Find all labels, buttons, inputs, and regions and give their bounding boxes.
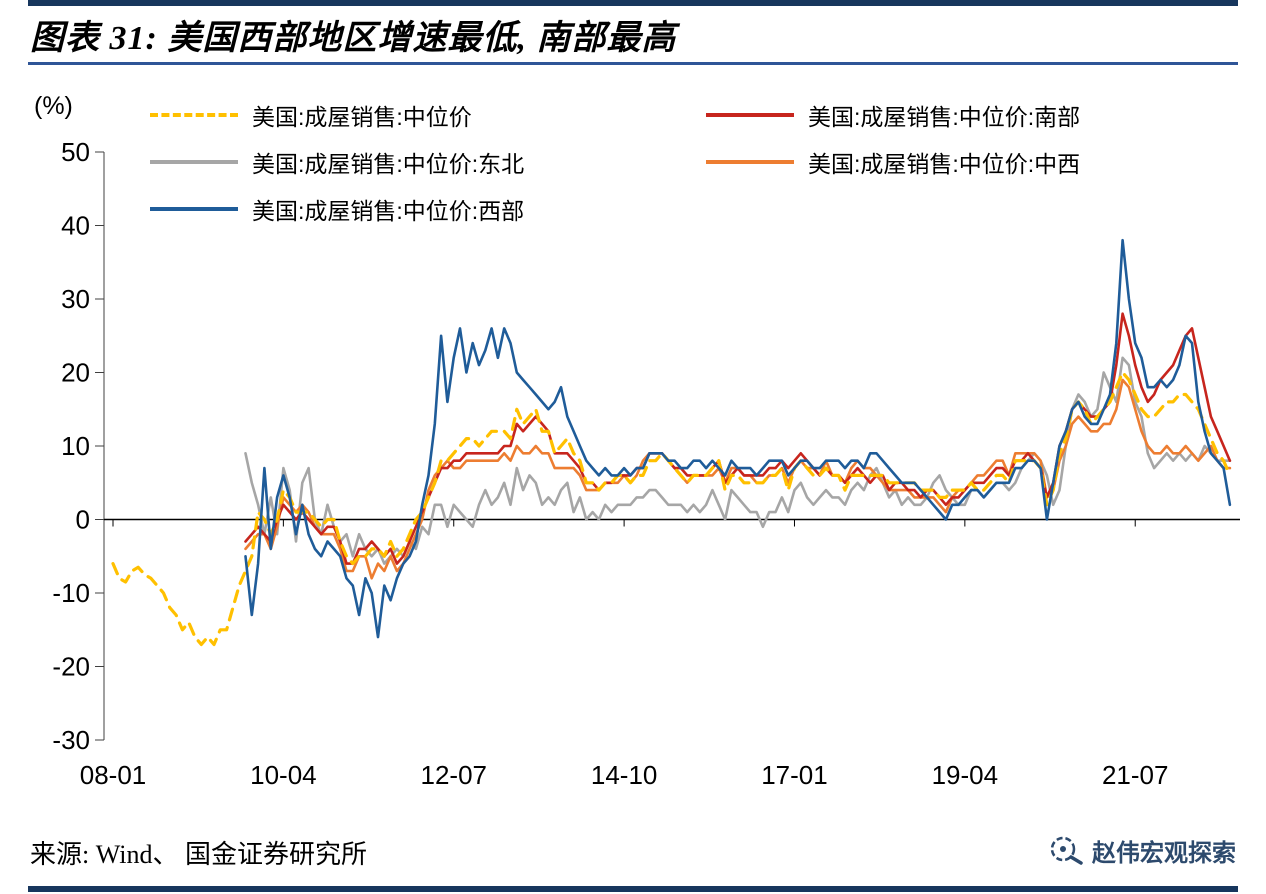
y-tick-label: -10 — [52, 578, 90, 608]
legend-label: 美国:成屋销售:中位价:中西 — [808, 151, 1081, 177]
legend-item-west: 美国:成屋销售:中位价:西部 — [150, 192, 706, 226]
y-tick-label: -20 — [52, 652, 90, 682]
x-tick-label: 08-01 — [80, 760, 147, 790]
x-tick-label: 19-04 — [932, 760, 999, 790]
legend-item-south: 美国:成屋销售:中位价:南部 — [706, 98, 1080, 132]
legend-line-sample — [150, 160, 238, 164]
legend-item-northeast: 美国:成屋销售:中位价:东北 — [150, 145, 706, 179]
series-line-west — [244, 238, 1232, 639]
y-tick-label: 10 — [61, 431, 90, 461]
x-tick-label: 17-01 — [761, 760, 828, 790]
legend-label: 美国:成屋销售:中位价:西部 — [252, 198, 525, 224]
y-tick-label: 50 — [61, 137, 90, 167]
y-axis-unit-label: (%) — [34, 92, 73, 120]
series-line-northeast — [244, 356, 1232, 565]
top-border-bar — [28, 0, 1238, 6]
y-tick-label: 40 — [61, 211, 90, 241]
y-tick-label: 20 — [61, 358, 90, 388]
x-tick-label: 12-07 — [420, 760, 487, 790]
legend-line-sample — [706, 160, 794, 164]
bottom-border-bar — [28, 886, 1238, 892]
legend-line-sample — [706, 113, 794, 117]
legend-label: 美国:成屋销售:中位价:东北 — [252, 151, 525, 177]
title-underline — [28, 62, 1238, 65]
x-tick-label: 14-10 — [591, 760, 658, 790]
legend-line-sample — [150, 207, 238, 211]
x-tick-label: 10-04 — [250, 760, 317, 790]
series-line-south — [244, 312, 1232, 565]
legend-line-sample — [150, 113, 238, 117]
page-title: 图表 31: 美国西部地区增速最低, 南部最高 — [30, 20, 677, 57]
y-tick-label: 30 — [61, 284, 90, 314]
legend-item-midwest: 美国:成屋销售:中位价:中西 — [706, 145, 1080, 179]
source-text: 来源: Wind、 国金证券研究所 — [30, 840, 367, 869]
brand-logo-icon — [1050, 836, 1083, 865]
y-tick-label: -30 — [52, 725, 90, 755]
brand-text: 赵伟宏观探索 — [1092, 839, 1236, 867]
legend-item-national: 美国:成屋销售:中位价 — [150, 98, 706, 132]
x-tick-label: 21-07 — [1102, 760, 1169, 790]
y-tick-label: 0 — [76, 505, 90, 535]
legend-label: 美国:成屋销售:中位价 — [252, 104, 472, 130]
legend: 美国:成屋销售:中位价 美国:成屋销售:中位价:南部 美国:成屋销售:中位价:东北美… — [150, 98, 1080, 226]
legend-label: 美国:成屋销售:中位价:南部 — [808, 104, 1081, 130]
brand: 赵伟宏观探索 — [1047, 832, 1236, 868]
